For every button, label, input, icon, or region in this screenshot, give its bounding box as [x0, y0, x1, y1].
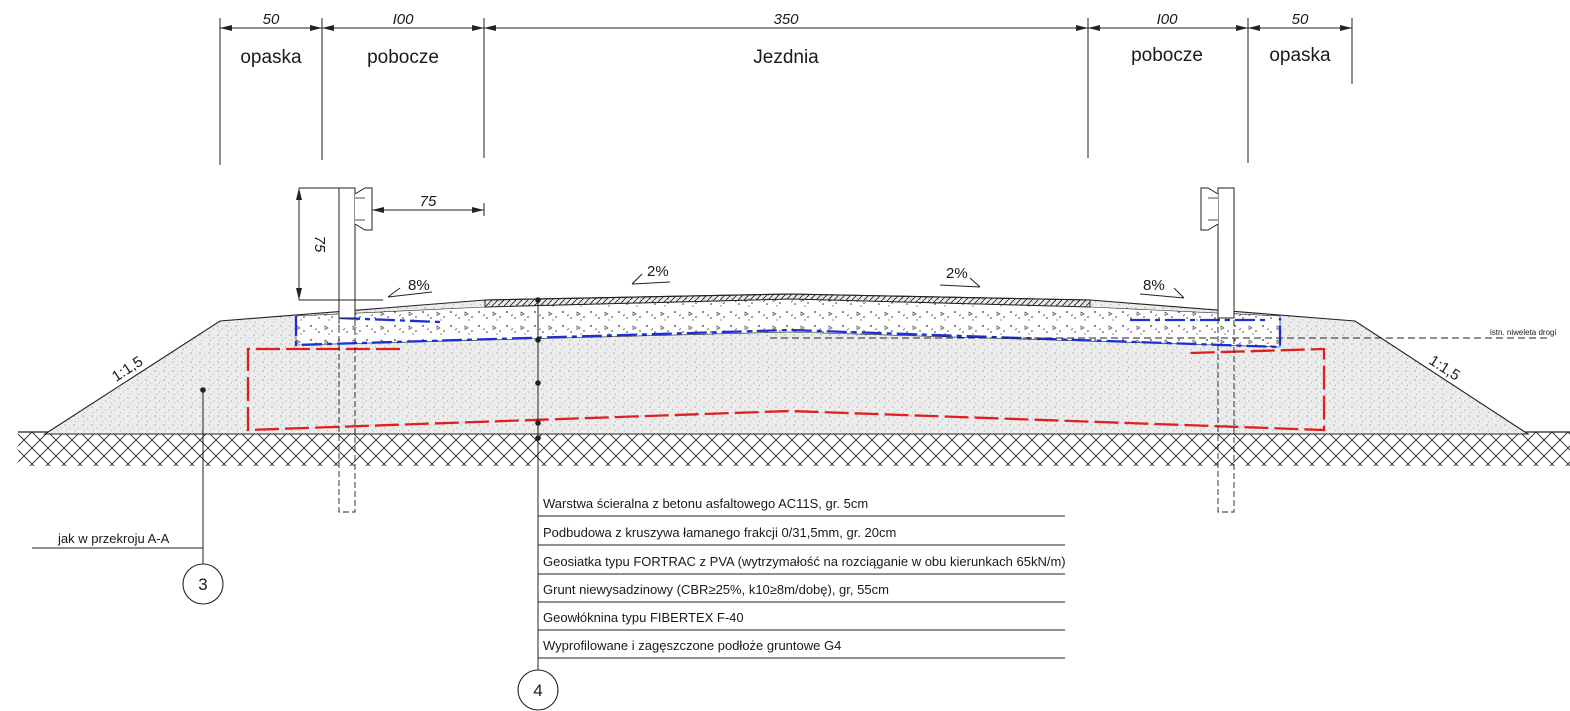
slope-right-lane: 2%: [946, 265, 968, 282]
existing-grade-label: istn. niweleta drogi: [1490, 328, 1556, 337]
dim-right-pobocze-label: pobocze: [1131, 45, 1203, 66]
callout-4: 4: [517, 297, 559, 711]
dim-jezdnia-value: 350: [773, 11, 799, 28]
left-guardrail: [338, 187, 373, 513]
barrier-offset-value: 75: [420, 193, 437, 210]
layer-legend: Warstwa ścieralna z betonu asfaltowego A…: [538, 496, 1066, 659]
layer-subgrade: Wyprofilowane i zagęszczone podłoże grun…: [543, 638, 841, 653]
asphalt-layer: [484, 293, 1091, 308]
callout-3: jak w przekroju A-A 3: [32, 387, 224, 605]
geogrid-line: [294, 316, 1282, 349]
layer-wearing-course: Warstwa ścieralna z betonu asfaltowego A…: [543, 496, 868, 511]
dim-right-opaska-value: 50: [1292, 11, 1309, 28]
dim-right-opaska-label: opaska: [1269, 45, 1331, 66]
slope-left-lane: 2%: [647, 263, 669, 280]
existing-ground: [18, 431, 1570, 466]
dim-jezdnia-label: Jezdnia: [753, 47, 819, 68]
reference-note: jak w przekroju A-A: [57, 531, 170, 546]
layer-base-course: Podbudowa z kruszywa łamanego frakcji 0/…: [543, 525, 896, 540]
right-guardrail: [1200, 187, 1235, 513]
slope-right-shoulder: 8%: [1143, 277, 1165, 294]
top-dimension-chain: 50 opaska I00 pobocze 350 Jezdnia I00 po…: [219, 11, 1353, 165]
dim-left-pobocze-value: I00: [393, 11, 415, 28]
callout-4-number: 4: [533, 681, 542, 700]
callout-3-number: 3: [198, 575, 207, 594]
geotextile-line: [246, 347, 1326, 432]
layer-frost-protection: Grunt niewysadzinowy (CBR≥25%, k10≥8m/do…: [543, 582, 889, 597]
layer-geotextile: Geowłóknina typu FIBERTEX F-40: [543, 610, 744, 625]
barrier-height-dimension: 75: [296, 187, 383, 301]
layer-geogrid: Geosiatka typu FORTRAC z PVA (wytrzymało…: [543, 554, 1066, 569]
dim-right-pobocze-value: I00: [1157, 11, 1179, 28]
existing-grade: istn. niweleta drogi: [770, 328, 1556, 339]
barrier-height-value: 75: [311, 236, 328, 253]
dim-left-opaska-value: 50: [263, 11, 280, 28]
dim-left-pobocze-label: pobocze: [367, 47, 439, 68]
dim-left-opaska-label: opaska: [240, 47, 302, 68]
barrier-offset-dimension: 75: [372, 193, 485, 216]
slope-left-shoulder: 8%: [408, 277, 430, 294]
